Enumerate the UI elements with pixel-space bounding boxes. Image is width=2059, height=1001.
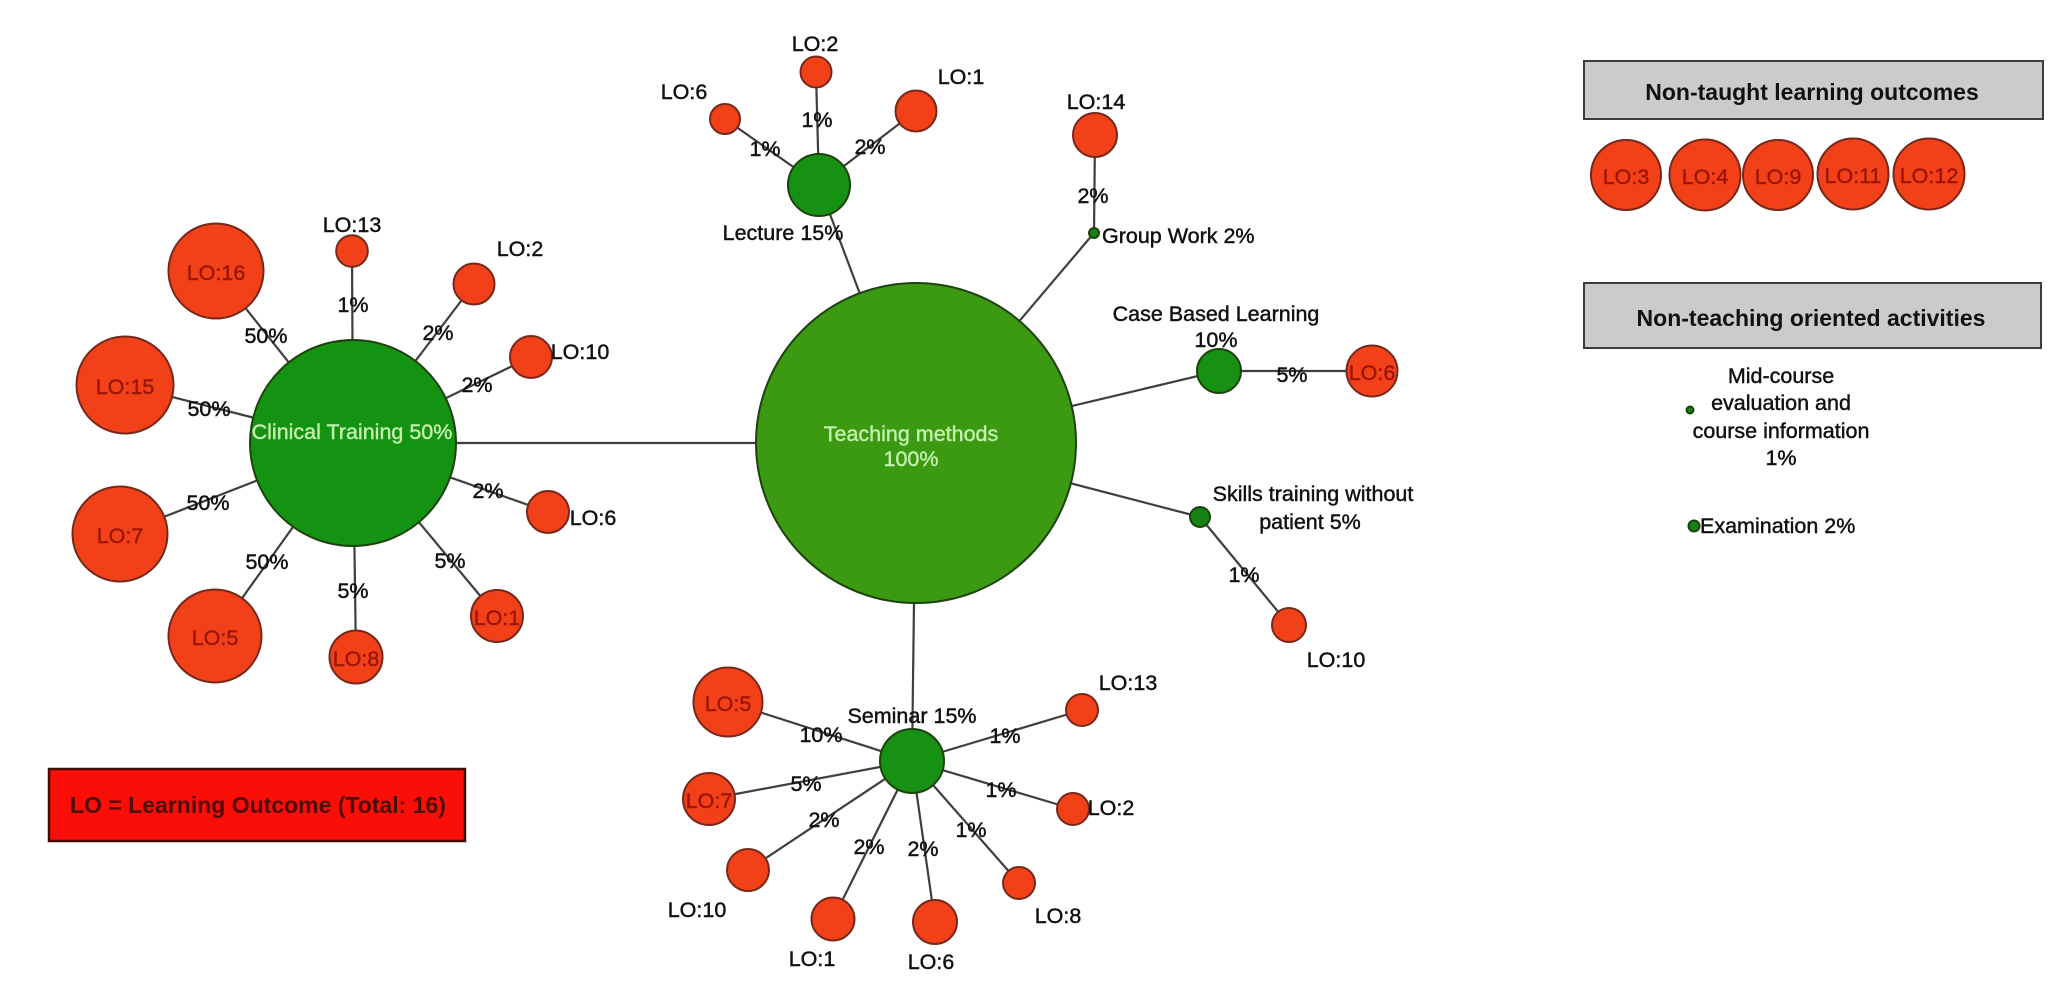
- svg-text:10%: 10%: [799, 723, 842, 747]
- svg-text:LO:7: LO:7: [686, 789, 733, 813]
- svg-text:5%: 5%: [1276, 363, 1307, 387]
- svg-text:50%: 50%: [244, 324, 287, 348]
- svg-text:LO:6: LO:6: [908, 950, 955, 974]
- svg-text:2%: 2%: [1077, 184, 1108, 208]
- svg-text:LO:1: LO:1: [938, 65, 985, 89]
- svg-text:1%: 1%: [989, 724, 1020, 748]
- svg-text:LO:6: LO:6: [661, 80, 708, 104]
- svg-text:LO:14: LO:14: [1067, 90, 1126, 114]
- svg-text:5%: 5%: [790, 772, 821, 796]
- svg-text:LO:12: LO:12: [1900, 164, 1959, 188]
- svg-text:Teaching methods: Teaching methods: [824, 422, 999, 446]
- svg-text:LO:6: LO:6: [570, 506, 617, 530]
- svg-text:100%: 100%: [884, 447, 939, 471]
- svg-text:LO:5: LO:5: [705, 692, 752, 716]
- svg-text:50%: 50%: [245, 550, 288, 574]
- svg-text:50%: 50%: [186, 491, 229, 515]
- svg-text:Mid-course: Mid-course: [1728, 364, 1834, 388]
- svg-text:LO:1: LO:1: [789, 947, 836, 971]
- svg-text:Lecture 15%: Lecture 15%: [723, 221, 844, 245]
- svg-text:LO = Learning Outcome (Total:: LO = Learning Outcome (Total: 16): [70, 792, 446, 818]
- svg-text:patient 5%: patient 5%: [1259, 510, 1361, 534]
- svg-text:1%: 1%: [749, 137, 780, 161]
- svg-text:LO:10: LO:10: [1307, 648, 1366, 672]
- svg-text:LO:10: LO:10: [551, 340, 610, 364]
- svg-text:Non-teaching oriented activiti: Non-teaching oriented activities: [1637, 305, 1986, 331]
- svg-text:LO:8: LO:8: [1035, 904, 1082, 928]
- svg-text:LO:7: LO:7: [97, 524, 144, 548]
- svg-text:LO:2: LO:2: [497, 237, 544, 261]
- svg-text:2%: 2%: [472, 479, 503, 503]
- svg-text:LO:9: LO:9: [1755, 165, 1802, 189]
- svg-text:LO:13: LO:13: [1099, 671, 1158, 695]
- svg-text:LO:2: LO:2: [792, 32, 839, 56]
- svg-text:2%: 2%: [808, 808, 839, 832]
- svg-text:5%: 5%: [337, 579, 368, 603]
- svg-text:10%: 10%: [1194, 328, 1237, 352]
- svg-text:Skills training without: Skills training without: [1213, 482, 1414, 506]
- svg-text:LO:5: LO:5: [192, 626, 239, 650]
- svg-text:LO:2: LO:2: [1088, 796, 1135, 820]
- svg-text:5%: 5%: [434, 549, 465, 573]
- svg-text:Case Based Learning: Case Based Learning: [1113, 302, 1320, 326]
- svg-text:Clinical Training 50%: Clinical Training 50%: [252, 420, 453, 444]
- svg-text:Examination 2%: Examination 2%: [1700, 514, 1855, 538]
- svg-text:2%: 2%: [853, 835, 884, 859]
- svg-text:50%: 50%: [187, 397, 230, 421]
- svg-text:Non-taught learning outcomes: Non-taught learning outcomes: [1645, 79, 1979, 105]
- svg-text:1%: 1%: [985, 778, 1016, 802]
- svg-text:LO:1: LO:1: [474, 606, 521, 630]
- svg-text:2%: 2%: [461, 373, 492, 397]
- svg-text:Seminar 15%: Seminar 15%: [847, 704, 976, 728]
- svg-text:LO:4: LO:4: [1682, 165, 1729, 189]
- svg-text:LO:11: LO:11: [1825, 164, 1882, 188]
- svg-text:2%: 2%: [907, 837, 938, 861]
- svg-text:LO:16: LO:16: [187, 261, 246, 285]
- svg-text:LO:15: LO:15: [96, 375, 155, 399]
- svg-text:LO:10: LO:10: [668, 898, 727, 922]
- svg-text:Group Work 2%: Group Work 2%: [1102, 224, 1255, 248]
- svg-text:1%: 1%: [1765, 446, 1796, 470]
- svg-text:course information: course information: [1693, 419, 1870, 443]
- svg-text:1%: 1%: [1228, 563, 1259, 587]
- svg-text:2%: 2%: [854, 135, 885, 159]
- svg-text:1%: 1%: [955, 818, 986, 842]
- svg-text:evaluation and: evaluation and: [1711, 391, 1851, 415]
- svg-text:2%: 2%: [422, 321, 453, 345]
- svg-text:LO:8: LO:8: [333, 647, 380, 671]
- svg-text:LO:3: LO:3: [1603, 165, 1650, 189]
- svg-text:1%: 1%: [801, 108, 832, 132]
- svg-text:LO:6: LO:6: [1349, 361, 1396, 385]
- svg-text:1%: 1%: [337, 293, 368, 317]
- svg-text:LO:13: LO:13: [323, 213, 382, 237]
